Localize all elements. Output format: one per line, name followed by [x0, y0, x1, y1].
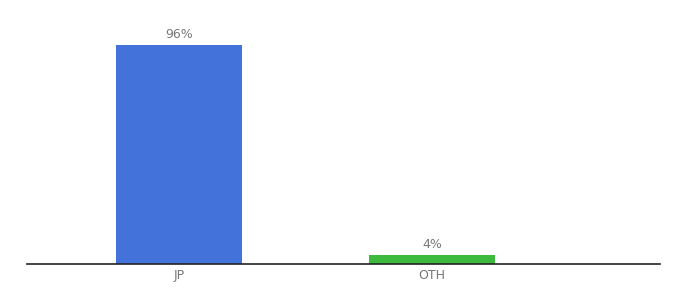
- Bar: [369, 255, 495, 264]
- Text: 4%: 4%: [422, 238, 442, 251]
- Text: 96%: 96%: [165, 28, 193, 41]
- Bar: [116, 45, 242, 264]
